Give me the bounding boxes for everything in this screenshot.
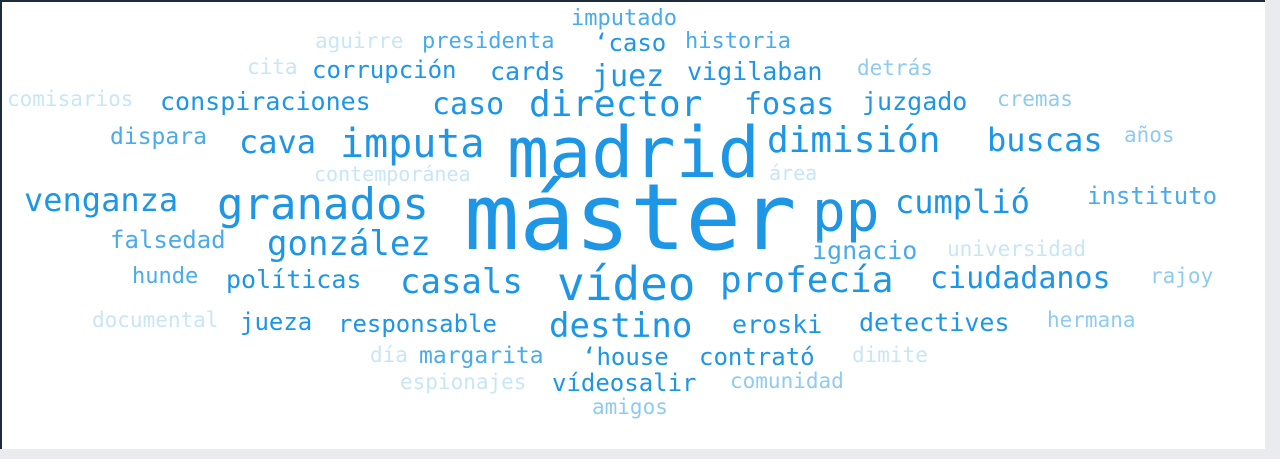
word-jueza: jueza: [240, 307, 313, 336]
word-cremas: cremas: [997, 87, 1073, 112]
word-contemporánea: contemporánea: [314, 162, 471, 186]
word-juzgado: juzgado: [862, 87, 968, 116]
word-buscas: buscas: [987, 121, 1103, 160]
word-profecía: profecía: [720, 260, 894, 302]
word-casals: casals: [400, 261, 523, 302]
word-ignacio: ignacio: [812, 236, 918, 265]
word-amigos: amigos: [592, 395, 668, 420]
word-cloud-panel: máster madrid pp vídeo granados imputa directo…: [0, 0, 1265, 449]
word-vigilaban: vigilaban: [687, 57, 823, 86]
word-margarita: margarita: [419, 342, 544, 369]
bottom-gutter: [0, 449, 1280, 459]
word-juez: juez: [592, 59, 665, 94]
word-documental: documental: [92, 308, 219, 333]
word-caso: caso: [432, 87, 505, 122]
word-director: director: [529, 84, 703, 126]
word-detrás: detrás: [857, 56, 933, 81]
word-políticas: políticas: [226, 265, 362, 294]
word-dimite: dimite: [852, 343, 928, 368]
word-pp: pp: [812, 180, 880, 246]
word-granados: granados: [217, 178, 429, 230]
word-vídeosalir: vídeosalir: [552, 368, 697, 397]
word-presidenta: presidenta: [422, 29, 555, 55]
word-aguirre: aguirre: [315, 29, 404, 54]
word-historia: historia: [685, 29, 791, 55]
word-ciudadanos: ciudadanos: [930, 261, 1111, 296]
word-house: ‘house: [582, 342, 669, 371]
word-caso: ‘caso: [594, 28, 667, 57]
word-fosas: fosas: [744, 87, 835, 122]
word-cita: cita: [247, 55, 298, 80]
word-cloud: máster madrid pp vídeo granados imputa directo…: [2, 2, 1267, 451]
word-día: día: [370, 343, 408, 368]
word-imputado: imputado: [571, 6, 677, 32]
word-cards: cards: [490, 57, 566, 86]
word-detectives: detectives: [859, 308, 1010, 337]
word-instituto: instituto: [1087, 181, 1218, 210]
word-años: años: [1124, 123, 1175, 148]
word-máster: máster: [464, 164, 797, 272]
word-corrupción: corrupción: [312, 55, 457, 84]
word-comunidad: comunidad: [730, 369, 844, 394]
word-espionajes: espionajes: [400, 370, 527, 395]
right-gutter: [1265, 0, 1280, 459]
word-hunde: hunde: [132, 264, 199, 290]
word-contrató: contrató: [699, 342, 815, 371]
word-eroski: eroski: [732, 310, 823, 339]
word-conspiraciones: conspiraciones: [160, 87, 371, 116]
word-dispara: dispara: [110, 123, 207, 150]
word-vídeo: vídeo: [557, 257, 696, 312]
word-venganza: venganza: [24, 181, 179, 220]
word-comisarios: comisarios: [7, 87, 134, 112]
word-falsedad: falsedad: [110, 225, 226, 254]
word-cava: cava: [239, 123, 317, 162]
word-dimisión: dimisión: [767, 120, 941, 162]
word-gonzález: gonzález: [267, 223, 431, 264]
word-rajoy: rajoy: [1150, 264, 1214, 289]
word-área: área: [769, 161, 818, 185]
word-responsable: responsable: [338, 309, 497, 338]
word-imputa: imputa: [340, 121, 485, 167]
word-destino: destino: [549, 305, 693, 346]
word-universidad: universidad: [947, 237, 1087, 262]
word-hermana: hermana: [1047, 308, 1136, 333]
word-madrid: madrid: [507, 112, 760, 194]
word-cumplió: cumplió: [895, 183, 1030, 222]
